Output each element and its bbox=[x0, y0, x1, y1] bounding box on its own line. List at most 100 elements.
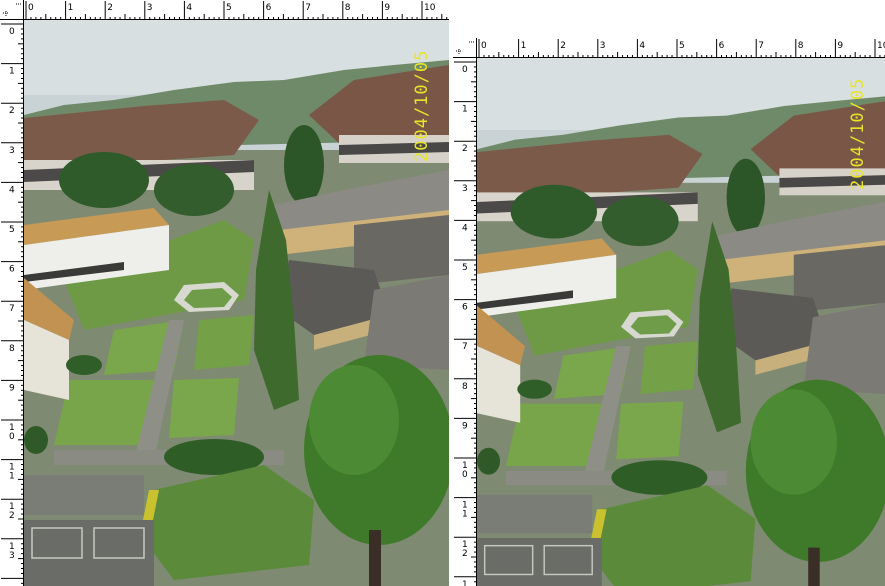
ruler-label: 4 bbox=[639, 41, 645, 51]
parking-bay bbox=[483, 544, 534, 576]
hedge bbox=[517, 379, 552, 399]
hedge bbox=[611, 460, 708, 495]
ruler-label: 10 bbox=[877, 41, 885, 51]
plaza-lawn bbox=[184, 288, 232, 308]
ruler-label: 2 bbox=[560, 41, 566, 51]
horizontal-ruler[interactable]: 0 1 2 3 4 5 6 7 8 9 10 bbox=[477, 38, 885, 58]
ruler-label: 1 bbox=[462, 105, 468, 115]
ruler-label: 3 bbox=[147, 3, 153, 13]
ruler-label: 3 bbox=[462, 184, 468, 194]
ruler-label: 6 bbox=[462, 303, 468, 313]
ruler-label: 3 bbox=[9, 146, 15, 156]
ruler-label: 10 bbox=[424, 3, 436, 13]
parking-bay bbox=[93, 527, 145, 559]
ruler-label: 4 bbox=[9, 185, 15, 195]
ruler-label: 2 bbox=[9, 106, 15, 116]
tree bbox=[726, 158, 765, 236]
tree bbox=[750, 389, 837, 495]
ruler-label: 7 bbox=[758, 41, 764, 51]
ruler-label: 0 bbox=[481, 41, 487, 51]
tree-trunk bbox=[808, 547, 820, 586]
ruler-label: 4 bbox=[462, 223, 468, 233]
parking bbox=[24, 520, 154, 586]
building-roof bbox=[477, 305, 525, 366]
parking-bay bbox=[543, 544, 593, 576]
building-roof bbox=[24, 208, 169, 245]
building-roof bbox=[364, 275, 449, 370]
building-windows bbox=[779, 175, 885, 188]
tree bbox=[284, 125, 324, 205]
ruler-label: 1 bbox=[521, 41, 527, 51]
building-roof bbox=[750, 101, 885, 181]
ruler-label: 9 bbox=[9, 383, 15, 393]
ruler-label: 5 bbox=[9, 225, 15, 235]
ruler-label: 3 bbox=[600, 41, 606, 51]
ruler-label: 2 bbox=[462, 144, 468, 154]
hedge bbox=[66, 355, 102, 375]
date-stamp: 2004/10/05 bbox=[848, 77, 868, 190]
ruler-origin-corner[interactable] bbox=[0, 0, 24, 20]
building-roof bbox=[721, 288, 828, 361]
building-roof bbox=[793, 245, 885, 313]
building-windows bbox=[477, 290, 573, 310]
building-roof bbox=[24, 100, 259, 170]
building-wall bbox=[477, 346, 521, 423]
lawn bbox=[640, 341, 698, 394]
ruler-label: 6 bbox=[9, 265, 15, 275]
lawn bbox=[592, 485, 756, 586]
ruler-label: 2 bbox=[107, 3, 113, 13]
ruler-label: 1 bbox=[9, 67, 15, 77]
ruler-label: 8 bbox=[798, 41, 804, 51]
lawn bbox=[54, 380, 154, 445]
building-roof bbox=[477, 238, 617, 274]
building-roof bbox=[354, 215, 449, 285]
building-roof bbox=[309, 65, 449, 148]
tree bbox=[697, 221, 741, 433]
building-roof bbox=[24, 278, 74, 340]
building-roof bbox=[477, 134, 703, 202]
walkway bbox=[134, 320, 184, 460]
ruler-label: 7 bbox=[305, 3, 311, 13]
ruler-label: 7 bbox=[462, 342, 468, 352]
building-windows bbox=[339, 142, 449, 155]
tree bbox=[601, 196, 679, 247]
lawn bbox=[144, 465, 314, 580]
tree bbox=[254, 190, 299, 410]
horizontal-ruler[interactable]: 0 1 2 3 4 5 6 7 8 9 10 bbox=[24, 0, 449, 20]
building-wall bbox=[24, 320, 69, 400]
pavement bbox=[477, 494, 593, 534]
walkway bbox=[582, 346, 631, 481]
ruler-label: 9 bbox=[384, 3, 390, 13]
ruler-label: 6 bbox=[719, 41, 725, 51]
ruler-origin-corner[interactable] bbox=[453, 38, 477, 58]
lawn bbox=[169, 378, 239, 438]
ruler-label: 13 bbox=[462, 580, 468, 586]
tree bbox=[477, 447, 501, 475]
ruler-label: 0 bbox=[9, 27, 15, 37]
lawn bbox=[616, 401, 684, 460]
ruler-label: 0 bbox=[28, 3, 34, 13]
ruler-label: 4 bbox=[186, 3, 192, 13]
ruler-label: 9 bbox=[837, 41, 843, 51]
pavement bbox=[24, 475, 144, 515]
date-stamp: 2004/10/05 bbox=[412, 49, 432, 162]
ruler-label: 6 bbox=[266, 3, 272, 13]
ruler-label: 7 bbox=[9, 304, 15, 314]
lawn bbox=[505, 403, 602, 466]
parking-bay bbox=[31, 527, 83, 559]
lawn bbox=[194, 315, 254, 370]
tree-trunk bbox=[369, 530, 381, 586]
tree bbox=[309, 365, 399, 475]
ruler-label: 5 bbox=[226, 3, 232, 13]
ruler-label: 8 bbox=[9, 344, 15, 354]
hedge bbox=[164, 439, 264, 475]
campus-photo: 2004/10/05 bbox=[24, 20, 449, 586]
